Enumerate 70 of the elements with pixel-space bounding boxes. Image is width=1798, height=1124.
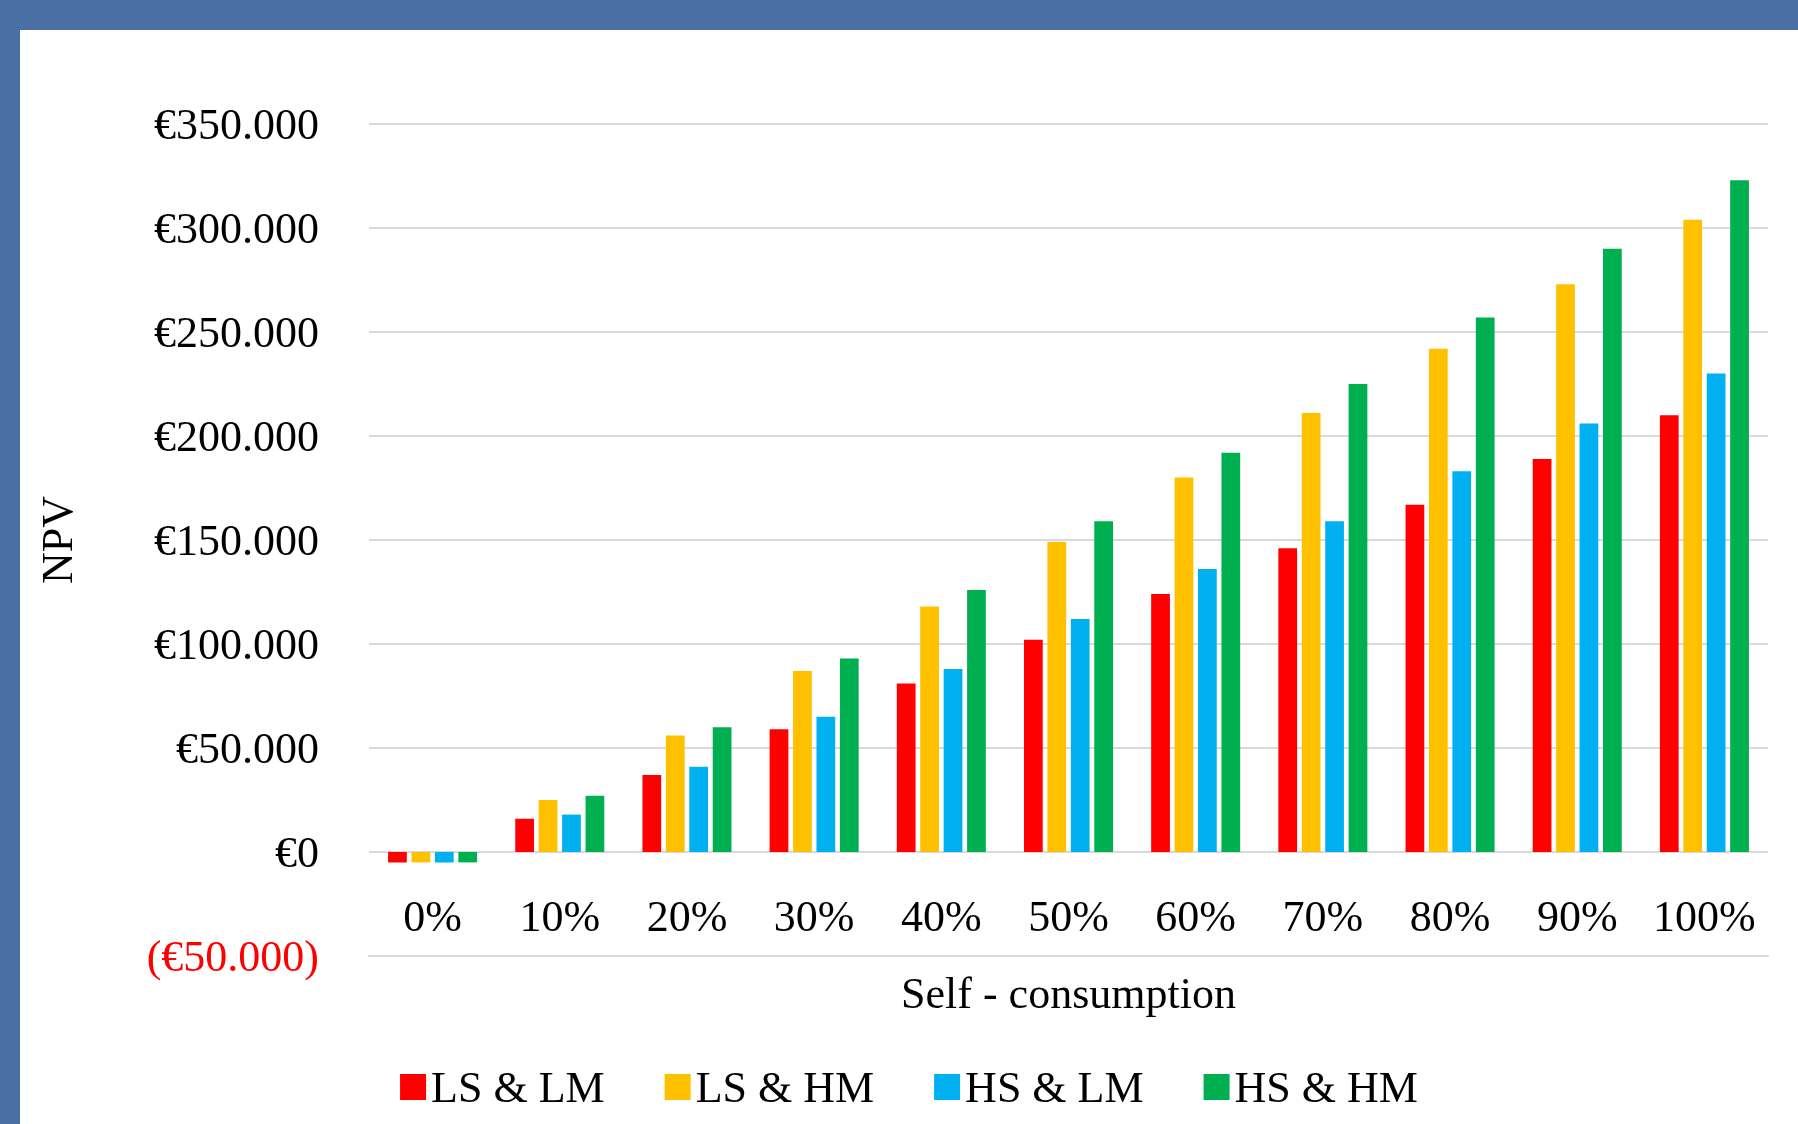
- bar: [458, 852, 478, 863]
- legend-label: HS & LM: [965, 1062, 1144, 1112]
- bar: [538, 800, 558, 852]
- bar: [1198, 569, 1217, 852]
- bar: [712, 727, 732, 852]
- bar: [943, 668, 963, 852]
- x-tick-label: 20%: [646, 891, 728, 941]
- y-tick-label: €200.000: [154, 411, 319, 461]
- bar: [1023, 639, 1043, 852]
- bar: [896, 683, 916, 852]
- x-tick-label: 70%: [1282, 891, 1364, 941]
- bar: [793, 671, 812, 852]
- x-axis-title: Self - consumption: [901, 968, 1236, 1018]
- y-tick-label: €350.000: [154, 99, 319, 149]
- x-tick-label: 50%: [1028, 891, 1109, 941]
- bar: [515, 818, 534, 852]
- y-tick-label: €50.000: [176, 723, 319, 773]
- bar: [1730, 180, 1749, 852]
- bar: [769, 729, 789, 852]
- bar: [1047, 542, 1067, 852]
- y-tick-label: (€50.000): [146, 931, 319, 981]
- bar: [1278, 548, 1298, 852]
- legend-label: HS & HM: [1234, 1062, 1418, 1112]
- bar: [642, 775, 662, 852]
- y-tick-label: €250.000: [154, 307, 319, 357]
- legend-label: LS & HM: [695, 1062, 875, 1112]
- bar: [1094, 521, 1114, 852]
- bar: [920, 606, 939, 852]
- x-tick-label: 60%: [1155, 891, 1237, 941]
- bar: [1221, 452, 1241, 852]
- bar: [434, 852, 454, 863]
- x-tick-label: 90%: [1536, 891, 1618, 941]
- bar: [665, 735, 685, 852]
- bar: [1405, 504, 1425, 852]
- bar: [585, 795, 605, 852]
- bar: [1452, 471, 1472, 852]
- y-tick-label: €300.000: [154, 203, 319, 253]
- bar: [411, 852, 431, 863]
- bar: [1706, 373, 1726, 852]
- bar: [1556, 284, 1575, 852]
- bar: [1174, 477, 1194, 852]
- bar: [1070, 619, 1090, 852]
- y-axis-title: NPV: [32, 495, 82, 585]
- bar: [816, 716, 836, 852]
- x-tick-label: 40%: [900, 891, 982, 941]
- x-tick-label: 30%: [773, 891, 855, 941]
- bar: [562, 814, 581, 852]
- bar: [689, 766, 709, 852]
- bar: [1151, 594, 1170, 852]
- x-tick-label: 100%: [1653, 891, 1756, 941]
- y-tick-label: €0: [275, 827, 319, 877]
- bar: [1603, 248, 1622, 852]
- bar: [967, 589, 986, 852]
- bar: [1348, 384, 1368, 852]
- bar: [839, 658, 859, 852]
- bar: [1683, 219, 1703, 852]
- y-tick-label: €150.000: [154, 515, 319, 565]
- bar: [1301, 413, 1321, 852]
- bar: [1579, 423, 1599, 852]
- x-tick-label: 10%: [519, 891, 601, 941]
- legend-label: LS & LM: [431, 1062, 605, 1112]
- x-tick-label: 0%: [403, 891, 462, 941]
- bar: [388, 852, 407, 863]
- bar: [1325, 521, 1344, 852]
- bar: [1428, 348, 1448, 852]
- bar: [1475, 317, 1495, 852]
- y-tick-label: €100.000: [154, 619, 319, 669]
- x-tick-label: 80%: [1409, 891, 1491, 941]
- bar: [1532, 458, 1552, 852]
- bar: [1659, 415, 1679, 852]
